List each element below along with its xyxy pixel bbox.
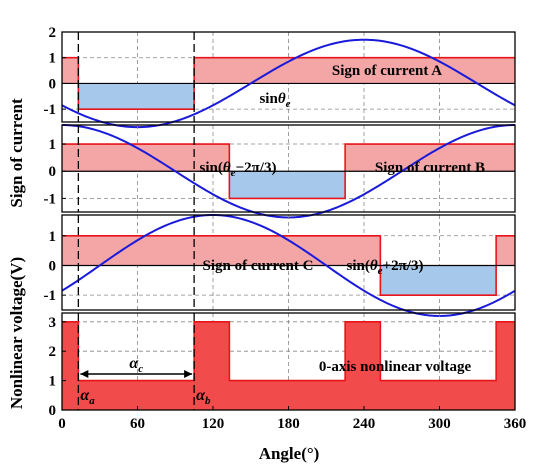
y-tick-label: -1 [44,102,57,118]
negative-area [380,265,497,296]
alpha-sub: b [205,395,211,407]
y-tick-label: 1 [49,137,57,153]
y-tick-label: 0 [49,258,57,274]
sign-line [62,143,515,200]
span-arrow-head-left [80,370,89,378]
sine-label-theta: θ [370,258,378,274]
x-axis: 0 60 120 180 240 300 360 [58,406,526,432]
sine-label: sin(θe−2π/3) [200,160,277,179]
alpha-sub: c [138,363,143,375]
alpha-symbol: α [129,355,139,372]
sine-label-sub: e [231,167,236,179]
sign-label: Sign of current B [375,160,485,176]
voltage-area [62,321,515,410]
negative-area [78,83,195,110]
sine-label-fn: sin [259,91,278,107]
alpha-symbol: α [196,387,206,404]
sine-label: sinθe [259,91,290,110]
alpha-symbol: α [80,387,90,404]
y-tick-label: 0 [49,403,57,419]
sine-label: sin(θe+2π/3) [347,258,424,277]
x-tick-label: 300 [428,416,451,432]
y-tick-label: 0 [49,76,57,92]
alpha-a-label: αa [80,387,95,407]
sine-label-fn: sin( [347,258,370,274]
y-tick-label: 1 [49,374,57,390]
y-axis-title-voltage: Nonlinear voltage(V) [7,257,26,409]
y-tick-label: 2 [49,25,57,41]
x-tick-label: 180 [277,416,300,432]
x-tick-label: 60 [130,416,145,432]
y-tick-label: -1 [44,288,57,304]
y-tick-label: 1 [49,51,57,67]
sine-label-post: −2π/3) [236,160,277,176]
panel-a: Sign of current A sinθe -1 0 1 2 [44,25,516,129]
y-tick-label: 2 [49,344,57,360]
y-tick-label: -1 [44,191,57,207]
y-axis-title-sign: Sign of current [7,98,26,208]
x-tick-label: 360 [504,416,527,432]
x-tick-label: 240 [353,416,376,432]
panel-b: Sign of current B sin(θe−2π/3) -1 0 1 [44,124,516,219]
voltage-label: 0-axis nonlinear voltage [319,359,472,375]
alpha-b-label: αb [196,387,211,407]
negative-area [229,171,346,199]
sine-label-theta: θ [278,91,286,107]
alpha-c-label: αc [129,355,143,375]
x-tick-label: 120 [202,416,225,432]
alpha-sub: a [89,395,95,407]
sign-line [62,56,515,110]
voltage-line [62,321,515,382]
y-tick-label: 1 [49,229,57,245]
panel-frame [61,214,516,311]
sine-label-theta: θ [223,160,231,176]
x-axis-title: Angle(°) [259,444,320,463]
sign-line [62,234,515,296]
panel-c: Sign of current C sin(θe+2π/3) -1 0 1 [44,213,516,317]
sine-label-sub: e [378,265,383,277]
sine-label-fn: sin( [200,160,223,176]
y-tick-label: 0 [49,164,57,180]
y-tick-label: 3 [49,315,57,331]
span-arrow-head-right [184,370,193,378]
sign-label: Sign of current C [203,258,314,274]
sine-label-post: +2π/3) [383,258,424,274]
sine-label-sub: e [286,98,291,110]
x-tick-label: 0 [58,416,66,432]
panel-frame [61,124,516,213]
sign-label: Sign of current A [332,63,442,79]
panel-frame [61,31,516,123]
